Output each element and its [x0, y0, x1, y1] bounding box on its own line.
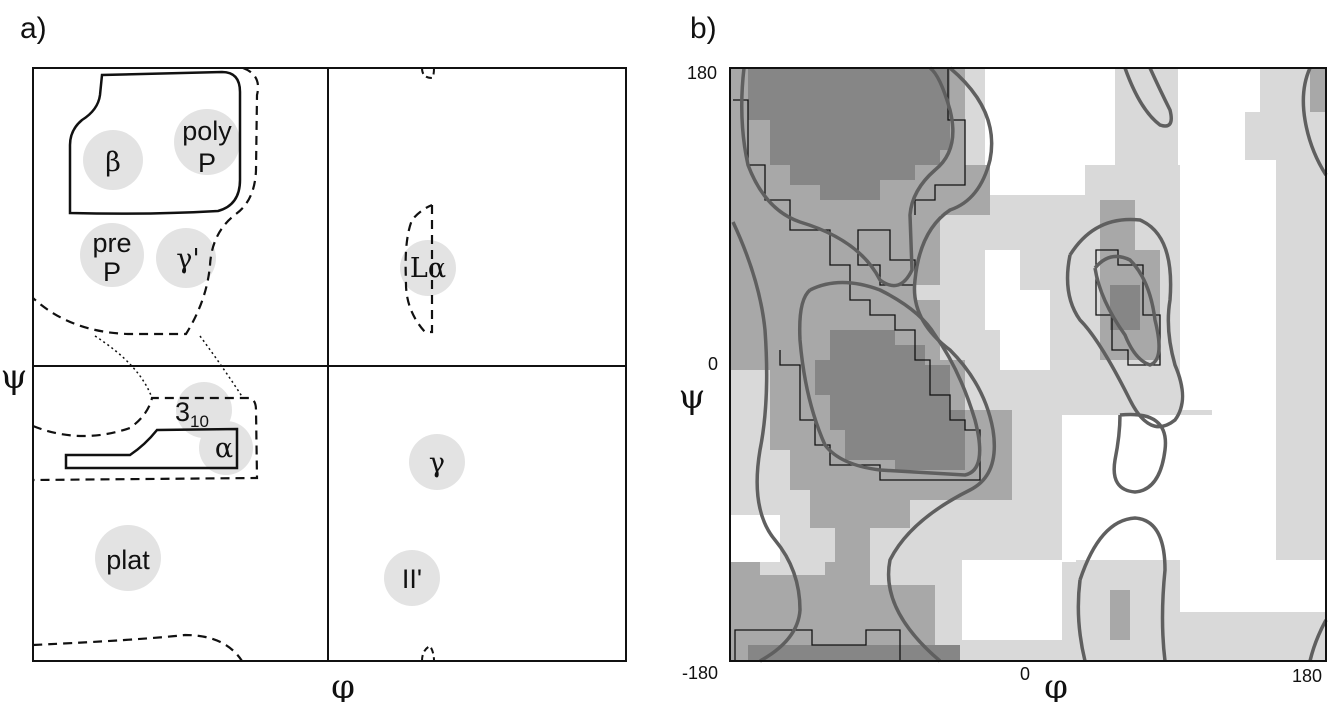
panel-b-label: b)	[690, 12, 717, 45]
ii-prime-region-blob	[384, 550, 440, 606]
contour-beta-inner	[740, 66, 955, 288]
three-ten-main: 3	[175, 397, 190, 427]
gamma-prime-label: γ'	[176, 244, 200, 275]
plat-label: plat	[106, 545, 150, 575]
l-alpha-dashed-contour	[404, 203, 434, 334]
alpha-region-blob	[199, 421, 253, 475]
panel-b: b)	[679, 12, 1328, 702]
panel-a-phi-symbol: φ	[331, 667, 355, 702]
polyp-region-blob	[174, 109, 240, 175]
beta-label: β	[105, 147, 121, 178]
dark-density-right-island	[1110, 285, 1140, 330]
gamma-prime-region-blob	[156, 228, 216, 288]
contour-l-alpha-inner	[1093, 254, 1161, 367]
polyp-label-bottom: P	[198, 148, 216, 178]
y-tick-min: -180	[682, 663, 718, 683]
gamma-region-blob	[409, 434, 465, 490]
alpha-solid-contour	[64, 427, 239, 470]
contour-gamma	[1112, 412, 1168, 494]
gamma-label: γ	[429, 448, 445, 479]
dark-density-bottom	[748, 645, 960, 661]
polyp-label-top: poly	[182, 116, 232, 146]
black-step-contour-bottom	[734, 629, 901, 661]
contour-outer-right	[886, 66, 997, 663]
contour-ii-prime-left	[1076, 579, 1087, 662]
prep-label-bottom: P	[103, 257, 121, 287]
panel-b-psi-symbol: ψ	[679, 377, 706, 417]
panel-b-frame	[729, 67, 1327, 662]
top-edge-contour	[421, 67, 435, 80]
contour-top-right	[1123, 67, 1173, 128]
white-region-center	[985, 250, 1050, 370]
plat-region-blob	[95, 525, 161, 591]
contour-ii-prime	[1078, 516, 1167, 662]
panel-a-psi-symbol: ψ	[1, 357, 28, 397]
white-region-top	[985, 68, 1115, 195]
white-region-right	[1178, 68, 1276, 515]
beta-dashed-contour	[32, 66, 260, 336]
contour-right-edge	[1301, 67, 1328, 176]
x-tick-max: 180	[1292, 666, 1322, 686]
bottom-dashed-contour	[32, 633, 243, 662]
black-step-contour-top	[914, 67, 966, 215]
contour-bottom-right-edge	[1308, 619, 1328, 662]
panel-a-frame	[32, 67, 627, 662]
panel-a-label: a)	[20, 12, 47, 45]
dark-density-alpha	[815, 330, 965, 470]
prep-region-blob	[80, 223, 144, 287]
panel-a: a) β poly P	[1, 12, 627, 702]
y-tick-max: 180	[687, 63, 717, 83]
y-tick-mid: 0	[708, 354, 718, 374]
contour-l-alpha-outer	[1065, 217, 1185, 429]
mid-density-small-bottom	[1110, 590, 1130, 640]
alpha-label: α	[215, 433, 233, 464]
ii-prime-label: II'	[402, 564, 422, 594]
alpha-dashed-contour	[32, 396, 259, 482]
mid-density-bottom	[730, 562, 935, 661]
white-region-bottom-right	[1180, 560, 1326, 612]
beta-solid-contour	[68, 70, 242, 215]
l-alpha-label: Lα	[410, 253, 446, 284]
dark-density-top	[748, 68, 950, 200]
x-tick-mid: 0	[1020, 664, 1030, 684]
l-alpha-region-blob	[400, 240, 456, 296]
dotted-connector-left	[94, 335, 153, 399]
prep-label-top: pre	[92, 228, 131, 258]
bottom-edge-contour	[421, 644, 435, 662]
beta-region-blob	[83, 130, 143, 190]
mid-density-top-right	[1310, 68, 1326, 112]
three-ten-sub: 10	[190, 412, 209, 431]
contour-alpha	[797, 280, 982, 477]
white-region-bottom-mid	[962, 560, 1062, 640]
smooth-contours	[731, 66, 1328, 663]
contour-left	[731, 221, 802, 663]
three-ten-label: 310	[175, 397, 209, 431]
panel-b-phi-symbol: φ	[1044, 667, 1068, 702]
